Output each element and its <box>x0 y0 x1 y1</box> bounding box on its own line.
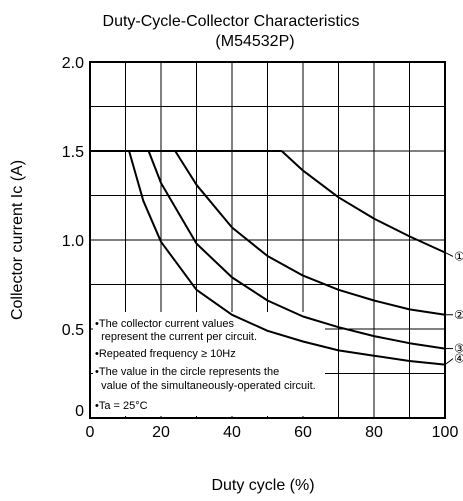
x-tick-labels: 0 20 40 60 80 100 <box>86 424 459 441</box>
note-line: represent the current per circuit. <box>95 331 257 343</box>
chart-subtitle: (M54532P) <box>215 33 294 50</box>
curve-label-3: ③ <box>454 342 463 356</box>
note-line: •The value in the circle represents the <box>95 366 279 378</box>
y-tick-label: 0 <box>75 403 84 420</box>
x-tick-label: 100 <box>432 424 459 441</box>
y-tick-label: 1.0 <box>62 233 84 250</box>
y-tick-label: 2.0 <box>62 55 84 72</box>
curve-1 <box>90 150 446 254</box>
note-line: value of the simultaneously-operated cir… <box>95 380 316 392</box>
x-axis-label: Duty cycle (%) <box>211 477 314 494</box>
curve-label-1: ① <box>454 249 463 263</box>
plot-frame <box>89 61 446 419</box>
y-tick-labels: 0 0.5 1.0 1.5 2.0 <box>62 55 84 420</box>
notes-block: •The collector current values represent … <box>93 312 325 416</box>
curve-label-2: ② <box>454 308 463 322</box>
x-tick-label: 80 <box>365 424 383 441</box>
curve-3 <box>90 150 446 350</box>
x-tick-label: 0 <box>86 424 95 441</box>
note-line: •Ta = 25°C <box>95 400 148 412</box>
x-tick-label: 60 <box>294 424 312 441</box>
curve-leader <box>444 252 454 257</box>
x-tick-label: 40 <box>223 424 241 441</box>
y-axis-label: Collector current Ic (A) <box>9 160 26 320</box>
curve-leader <box>444 358 454 366</box>
curve-2 <box>90 150 446 316</box>
y-tick-label: 0.5 <box>62 322 84 339</box>
note-line: •The collector current values <box>95 318 234 330</box>
y-tick-label: 1.5 <box>62 144 84 161</box>
note-line: •Repeated frequency ≥ 10Hz <box>95 348 236 360</box>
curve-4 <box>90 150 446 366</box>
chart-title: Duty-Cycle-Collector Characteristics <box>103 13 360 30</box>
curves <box>90 150 446 366</box>
x-tick-label: 20 <box>152 424 170 441</box>
curve-label-4: ④ <box>454 352 463 366</box>
curve-labels: ① ② ③④ <box>444 249 463 366</box>
notes-background <box>93 312 325 416</box>
